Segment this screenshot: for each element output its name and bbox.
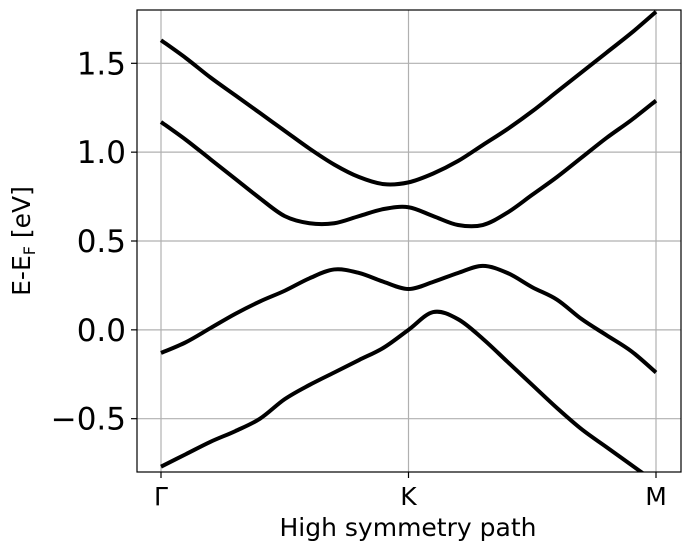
band-line-3 <box>159 99 658 229</box>
band-line-1 <box>160 309 645 472</box>
grid-lines <box>137 10 681 472</box>
y-tick-label: 1.5 <box>77 46 126 82</box>
y-axis-label-subscript: F <box>20 246 39 255</box>
x-tick-label: M <box>645 482 667 511</box>
y-axis-label-unit: [eV] <box>7 186 36 246</box>
y-ticks: −0.5 0.0 0.5 1.0 1.5 <box>51 46 137 438</box>
y-axis-label-main: E-E <box>7 255 36 296</box>
x-tick-label: K <box>400 482 417 511</box>
band-line-4 <box>159 10 658 187</box>
y-tick-label: 0.5 <box>77 224 126 260</box>
y-tick-label: −0.5 <box>51 402 126 438</box>
y-tick-label: 0.0 <box>77 313 126 349</box>
band-lines <box>159 10 658 472</box>
x-tick-label: Γ <box>154 482 168 511</box>
x-axis-label: High symmetry path <box>280 513 537 542</box>
band-line-2 <box>160 263 658 375</box>
y-axis-label: E-EF [eV] <box>7 186 39 296</box>
y-tick-label: 1.0 <box>77 135 126 171</box>
